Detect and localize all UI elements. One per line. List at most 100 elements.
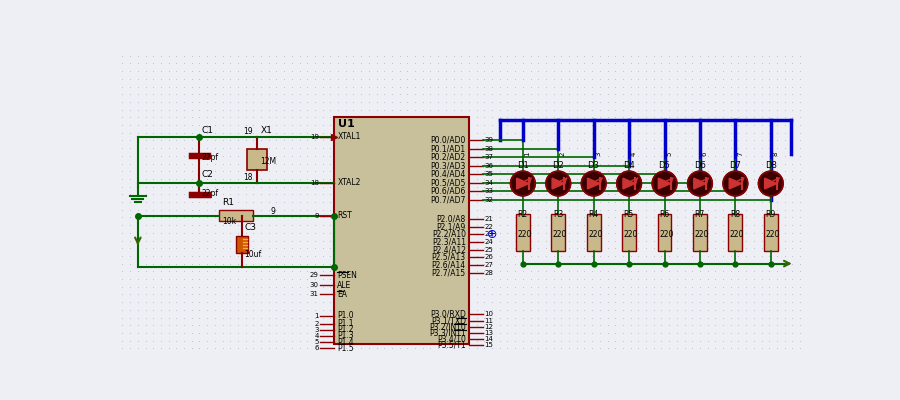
Text: XTAL2: XTAL2	[338, 178, 361, 187]
Bar	[552, 214, 565, 250]
Text: R7: R7	[695, 210, 705, 219]
Text: P0.1/AD1: P0.1/AD1	[431, 144, 466, 153]
Text: 36: 36	[484, 163, 493, 169]
Polygon shape	[588, 178, 599, 189]
Text: 27: 27	[484, 262, 493, 268]
Text: 15: 15	[484, 342, 493, 348]
Text: 32: 32	[484, 197, 493, 203]
Text: 1: 1	[314, 313, 319, 319]
Text: 22pf: 22pf	[202, 189, 219, 198]
Text: 19: 19	[243, 127, 253, 136]
Text: RST: RST	[338, 211, 352, 220]
Text: R1: R1	[222, 198, 235, 207]
Circle shape	[616, 171, 642, 196]
Circle shape	[759, 171, 783, 196]
Text: P2.6/A14: P2.6/A14	[432, 261, 466, 270]
Text: 10uf: 10uf	[244, 250, 261, 260]
Text: P0.7/AD7: P0.7/AD7	[430, 195, 466, 204]
Circle shape	[546, 171, 571, 196]
Bar	[728, 214, 742, 250]
Text: 220: 220	[624, 230, 638, 239]
Text: 12M: 12M	[260, 156, 276, 166]
Text: 24: 24	[484, 239, 493, 245]
Bar	[693, 214, 706, 250]
Text: 12: 12	[484, 324, 493, 330]
Text: R2: R2	[518, 210, 527, 219]
Text: P0.0/AD0: P0.0/AD0	[430, 136, 466, 145]
Polygon shape	[552, 178, 564, 189]
Text: C3: C3	[244, 223, 256, 232]
Polygon shape	[623, 178, 635, 189]
Text: 220: 220	[553, 230, 567, 239]
Text: 7: 7	[737, 151, 742, 156]
Polygon shape	[694, 178, 706, 189]
Text: PSEN: PSEN	[338, 271, 357, 280]
Text: 220: 220	[518, 230, 532, 239]
Text: 220: 220	[589, 230, 603, 239]
Text: 10: 10	[484, 311, 493, 317]
Text: 39: 39	[484, 137, 493, 143]
Polygon shape	[517, 178, 529, 189]
Text: R5: R5	[624, 210, 634, 219]
Circle shape	[510, 171, 536, 196]
Text: 3: 3	[595, 151, 601, 156]
Text: X1: X1	[260, 126, 272, 135]
Text: 28: 28	[484, 270, 493, 276]
Text: 22pf: 22pf	[202, 153, 219, 162]
Text: 14: 14	[484, 336, 493, 342]
Text: 1: 1	[525, 151, 530, 156]
Text: 3: 3	[314, 327, 319, 333]
Text: P1.0: P1.0	[338, 312, 354, 320]
Text: 220: 220	[695, 230, 709, 239]
Bar	[587, 214, 600, 250]
Text: 10k: 10k	[222, 216, 237, 226]
Text: 5: 5	[314, 339, 319, 345]
Text: 23: 23	[484, 231, 493, 237]
Text: P0.4/AD4: P0.4/AD4	[430, 170, 466, 179]
Text: P3.1/TXD: P3.1/TXD	[431, 316, 466, 325]
Text: 11: 11	[484, 318, 493, 324]
Text: 38: 38	[484, 146, 493, 152]
Text: D6: D6	[694, 161, 706, 170]
Text: R6: R6	[659, 210, 670, 219]
Text: P2.3/A11: P2.3/A11	[432, 238, 466, 246]
Text: D3: D3	[588, 161, 599, 170]
Text: P2.5/A13: P2.5/A13	[432, 253, 466, 262]
Text: R4: R4	[589, 210, 598, 219]
Text: P3.5/T1: P3.5/T1	[437, 341, 466, 350]
Text: 2: 2	[314, 321, 319, 327]
Text: 26: 26	[484, 254, 493, 260]
Text: P1.3: P1.3	[338, 332, 354, 340]
Text: R8: R8	[730, 210, 740, 219]
Circle shape	[688, 171, 712, 196]
Text: $\oplus$: $\oplus$	[486, 228, 498, 241]
Text: D2: D2	[552, 161, 564, 170]
Text: ALE: ALE	[338, 281, 352, 290]
Text: P0.5/AD5: P0.5/AD5	[430, 178, 466, 187]
Text: 220: 220	[730, 230, 744, 239]
Text: 6: 6	[701, 151, 707, 156]
Text: 37: 37	[484, 154, 493, 160]
Text: 18: 18	[310, 180, 319, 186]
Text: R9: R9	[765, 210, 776, 219]
Text: D1: D1	[517, 161, 528, 170]
Text: P2.7/A15: P2.7/A15	[432, 268, 466, 277]
Text: D4: D4	[623, 161, 634, 170]
Text: 220: 220	[659, 230, 673, 239]
Circle shape	[581, 171, 606, 196]
Text: C2: C2	[202, 170, 213, 179]
Text: P0.3/AD3: P0.3/AD3	[430, 161, 466, 170]
Text: 31: 31	[310, 291, 319, 298]
Text: P3.2/INT0: P3.2/INT0	[429, 322, 466, 331]
Text: P1.2: P1.2	[338, 325, 354, 334]
Text: C1: C1	[202, 126, 214, 135]
Text: 34: 34	[484, 180, 493, 186]
Text: 33: 33	[484, 188, 493, 194]
Bar	[219, 210, 254, 221]
Text: P3.3/INT1: P3.3/INT1	[429, 328, 466, 338]
Text: 13: 13	[484, 330, 493, 336]
Text: 5: 5	[666, 152, 672, 156]
Text: 22: 22	[484, 224, 493, 230]
Text: P1.5: P1.5	[338, 344, 354, 353]
Bar	[658, 214, 671, 250]
